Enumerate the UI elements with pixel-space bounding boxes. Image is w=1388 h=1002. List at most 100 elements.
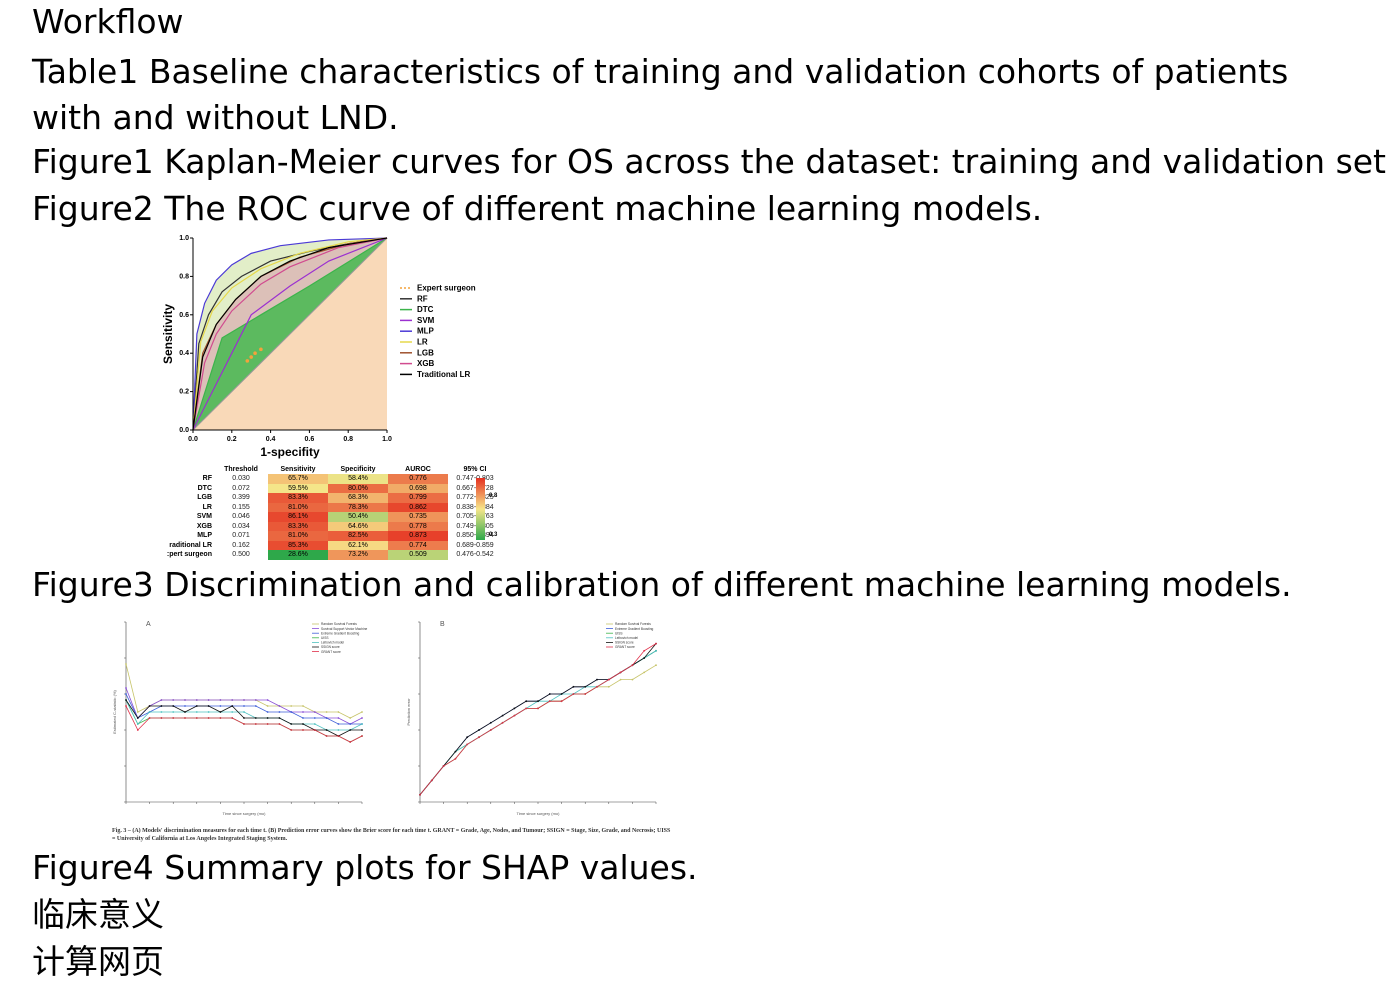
series-point bbox=[361, 735, 363, 737]
series-point bbox=[584, 693, 587, 695]
legend-label: Extreme Gradient Boosting bbox=[615, 627, 653, 631]
heat-cell: 81.0% bbox=[268, 531, 328, 541]
series-point bbox=[643, 657, 646, 659]
row-label: :pert surgeon bbox=[166, 551, 212, 559]
series-point bbox=[525, 700, 528, 703]
series-point bbox=[655, 649, 657, 652]
series-point bbox=[584, 685, 587, 688]
table-cell: 0.667-0.728 bbox=[456, 484, 494, 492]
figure1-caption: Figure1 Kaplan-Meier curves for OS acros… bbox=[32, 142, 1388, 181]
x-tick-label: 0.8 bbox=[343, 436, 353, 443]
heat-cell: 0.778 bbox=[388, 521, 448, 531]
series-point bbox=[184, 717, 186, 719]
series-point bbox=[290, 729, 293, 731]
table-cell: 0.072 bbox=[232, 484, 250, 492]
row-label: XGB bbox=[196, 522, 212, 530]
figure3-source-caption: Fig. 3 – (A) Models' discrimination meas… bbox=[112, 828, 671, 842]
table-cell: 0.838-0.884 bbox=[456, 503, 494, 511]
discrimination-chart: A Time since surgery (mo) Estimated C-stat… bbox=[112, 621, 367, 816]
table-header: Sensitivity bbox=[280, 466, 316, 473]
heat-cell: 68.3% bbox=[328, 493, 388, 503]
series-point bbox=[243, 699, 245, 701]
legend-label: SVM bbox=[417, 316, 435, 325]
series-point bbox=[136, 711, 139, 713]
legend-label: Random Survival Forests bbox=[321, 622, 357, 626]
table-cell: 0.689-0.859 bbox=[456, 541, 494, 549]
series-point bbox=[172, 705, 175, 707]
series-point bbox=[266, 705, 269, 707]
table-header: 95% CI bbox=[463, 466, 487, 473]
series-point bbox=[148, 711, 151, 713]
series-point bbox=[254, 705, 257, 707]
table-cell: 0.476-0.542 bbox=[456, 551, 494, 559]
colorbar-tick-low: 0.3 bbox=[489, 532, 498, 538]
series-point bbox=[596, 685, 598, 688]
series-point bbox=[525, 707, 528, 710]
roc-curve-traditional-lr bbox=[192, 237, 388, 431]
series-point bbox=[607, 685, 610, 688]
series-point bbox=[489, 721, 492, 724]
series-point bbox=[337, 711, 340, 713]
series-point bbox=[243, 705, 245, 707]
heat-cell: 50.4% bbox=[328, 512, 388, 522]
expert-point bbox=[249, 355, 253, 359]
series-point bbox=[548, 700, 551, 703]
table-row: MLP 0.071 81.0% 82.5% 0.873 0.850-0.894 bbox=[158, 531, 502, 541]
series-point bbox=[489, 729, 492, 731]
table-cell: 0.850-0.894 bbox=[456, 532, 494, 540]
table-cell: 0.071 bbox=[232, 532, 250, 540]
heat-cell: 0.698 bbox=[388, 483, 448, 493]
series-point bbox=[454, 757, 457, 760]
heat-cell: 83.3% bbox=[268, 493, 328, 503]
panel-y-label: Prediction error bbox=[406, 698, 411, 726]
series-point bbox=[572, 685, 575, 688]
series-point bbox=[442, 765, 445, 767]
series-point bbox=[219, 717, 222, 719]
heat-cell: 64.6% bbox=[328, 521, 388, 531]
row-label: LR bbox=[202, 503, 212, 511]
x-axis-label: 1-specifity bbox=[260, 445, 320, 459]
table-row: raditional LR 0.162 85.3% 62.1% 0.774 0.689-0… bbox=[158, 540, 502, 550]
series-point bbox=[290, 723, 293, 725]
row-label: raditional LR bbox=[169, 541, 212, 549]
heat-cell: 0.774 bbox=[388, 540, 448, 550]
series-point bbox=[207, 705, 210, 707]
table-row: :pert surgeon 0.500 28.6% 73.2% 0.509 0.476-0… bbox=[158, 550, 502, 560]
legend-label: UISS bbox=[321, 636, 328, 640]
y-tick-label: 0.8 bbox=[179, 273, 189, 280]
legend-label: XGB bbox=[417, 359, 435, 368]
series-point bbox=[466, 743, 469, 746]
series-point bbox=[160, 717, 163, 719]
y-axis-label: Sensitivity bbox=[161, 304, 175, 364]
series-point bbox=[302, 717, 304, 719]
y-tick-label: 0.4 bbox=[179, 350, 189, 357]
series-point bbox=[313, 717, 316, 719]
series-point bbox=[125, 687, 127, 689]
heat-cell: 82.5% bbox=[328, 531, 388, 541]
series-point bbox=[643, 649, 646, 652]
series-point bbox=[207, 717, 210, 719]
legend-label: Leibovich model bbox=[615, 636, 638, 640]
table-cell: 0.046 bbox=[232, 513, 250, 521]
figure2-caption: Figure2 The ROC curve of different machi… bbox=[32, 189, 1043, 228]
series-point bbox=[207, 711, 210, 713]
series-point bbox=[160, 699, 163, 701]
series-point bbox=[125, 705, 127, 707]
series-point bbox=[278, 723, 281, 725]
table-header: Specificity bbox=[340, 466, 376, 473]
series-point bbox=[349, 729, 352, 731]
heat-cell: 0.799 bbox=[388, 493, 448, 503]
heat-cell: 0.776 bbox=[388, 474, 448, 484]
series-point bbox=[195, 717, 198, 719]
table-row: LGB 0.399 83.3% 68.3% 0.799 0.772-0.825 bbox=[158, 493, 502, 503]
series-point bbox=[136, 717, 139, 719]
legend-label: Extreme Gradient Boosting bbox=[321, 631, 359, 635]
heat-cell: 83.3% bbox=[268, 521, 328, 531]
series-point bbox=[337, 717, 340, 719]
series-point bbox=[266, 717, 269, 719]
table-cell: 0.155 bbox=[232, 503, 250, 511]
legend-label: SSIGN score bbox=[321, 645, 340, 649]
series-point bbox=[643, 671, 646, 674]
y-tick-label: 1.0 bbox=[179, 235, 189, 242]
series-point bbox=[172, 711, 175, 713]
